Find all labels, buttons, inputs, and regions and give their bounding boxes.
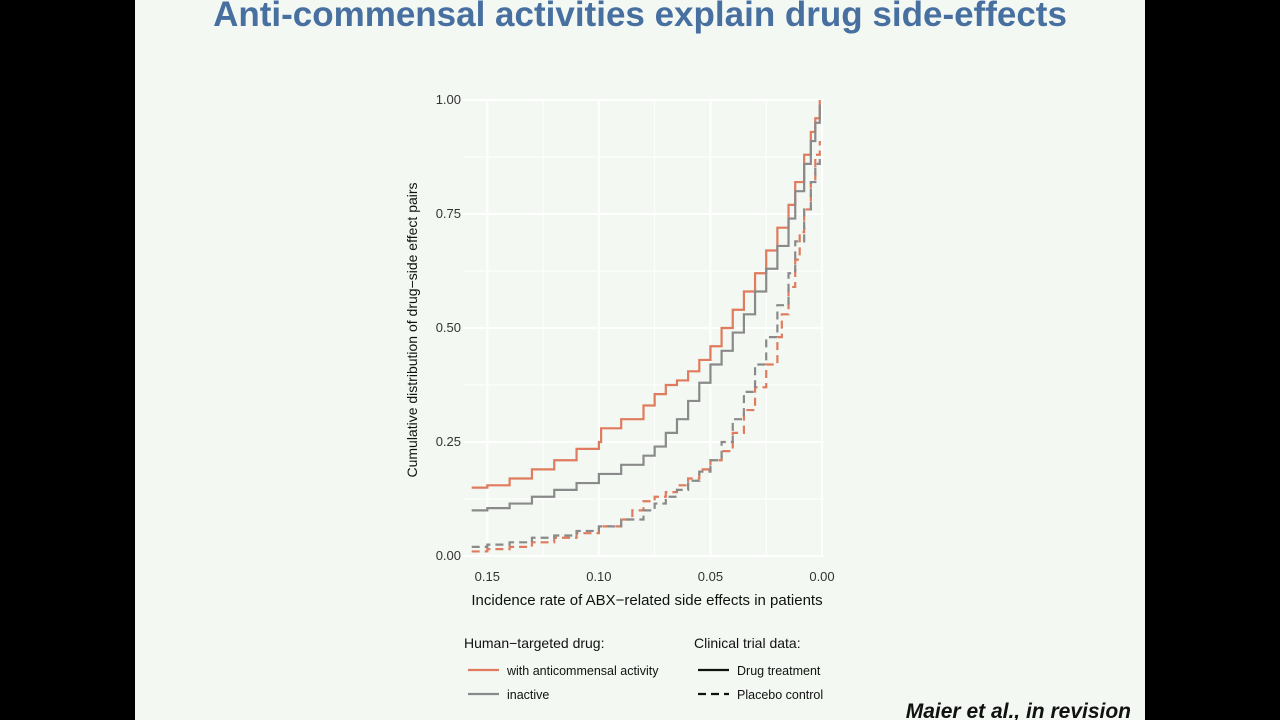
legend-group-title: Clinical trial data: [694, 635, 801, 651]
tick-labels: 0.15 0.10 0.05 0.00 0.00 0.25 0.50 0.75 1.00 [436, 92, 835, 584]
y-tick-label: 0.75 [436, 206, 461, 221]
gridlines [463, 99, 824, 557]
slide: Anti-commensal activities explain drug s… [135, 0, 1145, 720]
y-tick-label: 1.00 [436, 92, 461, 107]
y-tick-label: 0.00 [436, 548, 461, 563]
legend-label: inactive [507, 688, 549, 702]
slide-title: Anti-commensal activities explain drug s… [213, 0, 1067, 34]
y-axis-label: Cumulative distribution of drug−side eff… [404, 182, 420, 477]
legend-label: Drug treatment [737, 664, 821, 678]
series-lines [471, 100, 821, 553]
citation: Maier et al., in revision [905, 700, 1131, 720]
x-tick-label: 0.10 [586, 569, 611, 584]
x-tick-label: 0.05 [698, 569, 723, 584]
cdf-chart: 0.15 0.10 0.05 0.00 0.00 0.25 0.50 0.75 1.00 Inc… [404, 92, 835, 702]
y-tick-label: 0.50 [436, 320, 461, 335]
x-tick-label: 0.15 [475, 569, 500, 584]
y-tick-label: 0.25 [436, 434, 461, 449]
series-line [471, 104, 821, 512]
series-line [471, 154, 821, 548]
legend-label: with anticommensal activity [506, 664, 659, 678]
legend-group-title: Human−targeted drug: [464, 635, 604, 651]
legend: Human−targeted drug: with anticommensal a… [464, 635, 823, 702]
series-line [471, 100, 821, 489]
legend-label: Placebo control [737, 688, 823, 702]
series-line [471, 141, 821, 553]
x-tick-label: 0.00 [809, 569, 834, 584]
x-axis-label: Incidence rate of ABX−related side effec… [471, 592, 822, 609]
